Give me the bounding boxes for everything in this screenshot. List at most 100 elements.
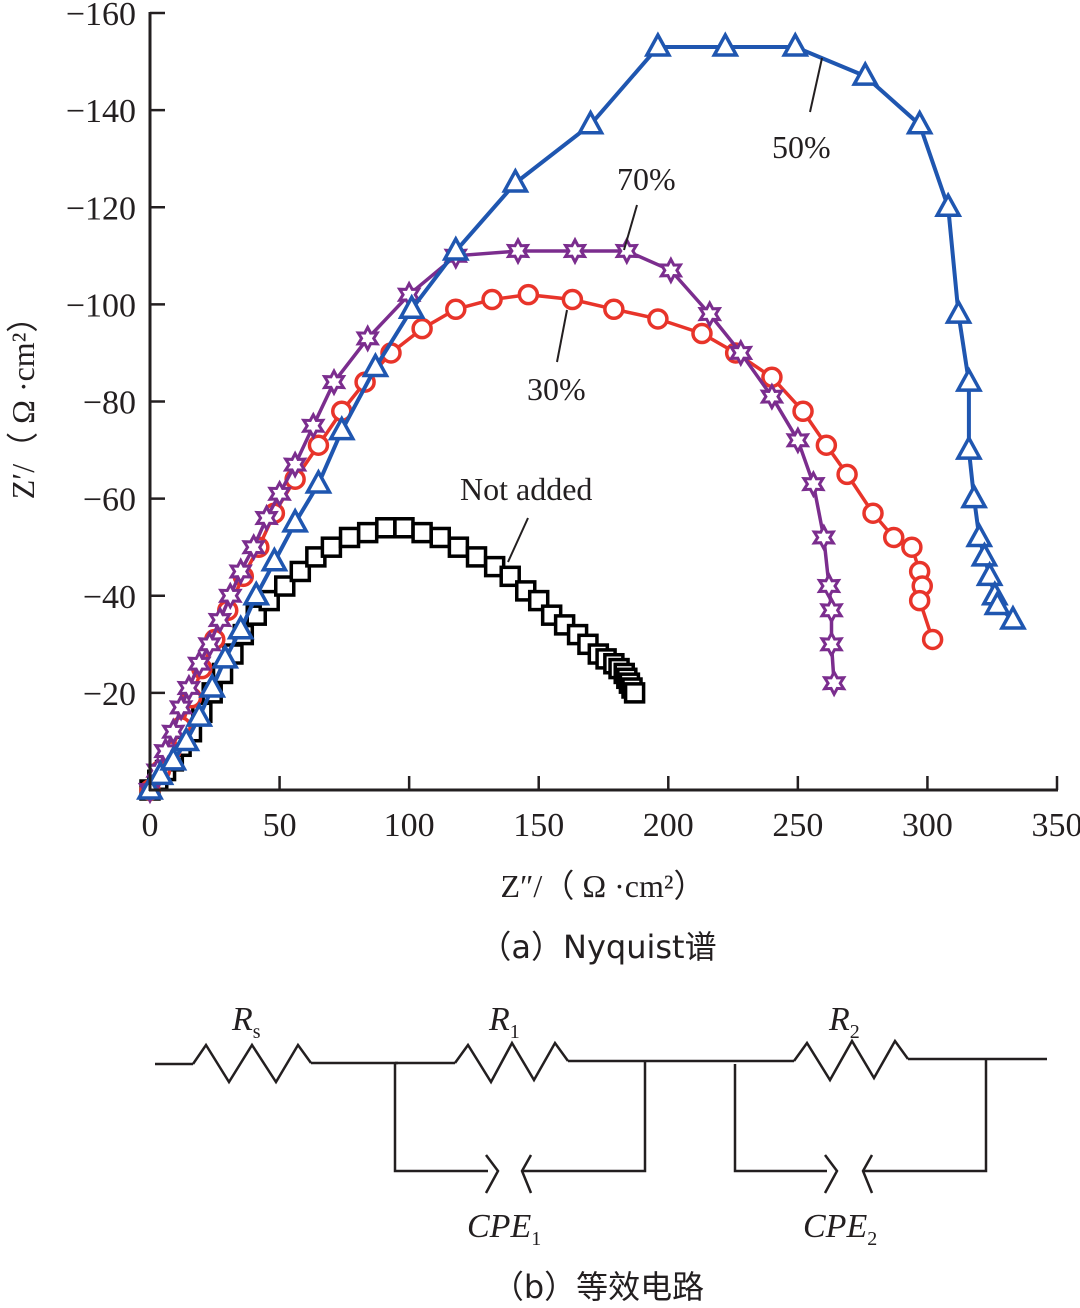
x-tick-label: 350 xyxy=(1032,807,1080,844)
data-point xyxy=(998,604,1027,630)
cpe1-icon-left xyxy=(484,1154,500,1194)
data-point xyxy=(441,235,470,261)
y-tick-label: −100 xyxy=(66,287,136,324)
data-point xyxy=(836,463,858,486)
data-point xyxy=(197,630,222,659)
data-point xyxy=(228,557,253,586)
data-point xyxy=(168,693,194,722)
y-tick-label: −20 xyxy=(83,676,136,713)
data-point xyxy=(445,298,467,320)
leader-line-70 xyxy=(623,204,638,251)
ticks-layer: 0 50 100 150 200 250 300 350 −160 −140 −120 −100 −80… xyxy=(66,0,1080,844)
data-point xyxy=(851,60,880,86)
data-point xyxy=(614,236,640,266)
data-point xyxy=(603,298,625,320)
data-point xyxy=(207,605,233,635)
data-point xyxy=(481,288,503,311)
data-point xyxy=(411,317,433,340)
data-point xyxy=(198,672,227,698)
leader-line-30 xyxy=(556,309,568,363)
series-70- xyxy=(137,236,847,805)
data-point xyxy=(447,536,470,558)
cpe1-icon-right xyxy=(520,1154,533,1194)
data-point xyxy=(320,536,343,558)
data-point xyxy=(375,517,397,539)
data-point xyxy=(623,682,646,704)
chart-caption: （a）Nyquist谱 xyxy=(479,928,716,966)
data-point xyxy=(697,299,723,329)
data-point xyxy=(397,293,426,319)
data-point xyxy=(393,517,415,539)
data-point xyxy=(983,589,1012,616)
label-r1: R1 xyxy=(488,1001,520,1043)
data-point xyxy=(338,526,361,549)
data-point xyxy=(819,596,844,625)
data-point xyxy=(281,507,310,533)
data-point xyxy=(819,630,844,659)
data-point xyxy=(465,546,488,568)
data-point xyxy=(960,482,989,509)
wire-cpe2-loop-left xyxy=(733,1064,827,1173)
wire-cpe2-loop-right xyxy=(863,1059,988,1173)
y-tick-label: −60 xyxy=(83,482,136,519)
data-point xyxy=(921,628,944,651)
series-line xyxy=(148,249,836,791)
data-point xyxy=(934,191,963,217)
data-point xyxy=(561,288,584,311)
resistor-r1-icon xyxy=(453,1040,570,1085)
x-tick-label: 0 xyxy=(142,807,159,844)
data-point xyxy=(728,338,754,368)
data-point xyxy=(260,546,289,572)
data-point xyxy=(781,31,810,57)
data-point xyxy=(965,521,994,548)
data-point xyxy=(908,589,931,612)
y-tick-label: −140 xyxy=(66,93,136,130)
data-point xyxy=(160,717,186,746)
cpe2-icon-right xyxy=(861,1154,874,1194)
data-point xyxy=(944,298,973,324)
data-point xyxy=(411,521,433,544)
x-tick-label: 250 xyxy=(772,807,823,844)
data-point xyxy=(970,541,999,567)
y-tick-label: −40 xyxy=(83,579,136,616)
resistor-rs-icon xyxy=(191,1042,313,1085)
data-point xyxy=(816,571,842,601)
data-point xyxy=(882,526,905,549)
label-r2: R2 xyxy=(828,1001,860,1043)
annotation-30: 30% xyxy=(527,371,586,407)
data-point xyxy=(691,322,713,345)
data-point xyxy=(562,236,588,266)
data-point xyxy=(862,502,884,524)
data-point xyxy=(429,526,451,549)
equivalent-circuit xyxy=(155,1038,1047,1194)
x-tick-label: 300 xyxy=(902,807,953,844)
data-point xyxy=(759,382,785,411)
data-point xyxy=(254,503,279,533)
data-point xyxy=(267,479,292,509)
data-point xyxy=(505,236,531,266)
y-tick-label: −160 xyxy=(66,0,136,33)
data-point xyxy=(282,450,308,479)
data-point xyxy=(815,434,838,456)
data-point xyxy=(811,523,837,552)
leader-line-50 xyxy=(809,57,823,113)
annotation-50: 50% xyxy=(772,129,831,165)
data-point xyxy=(954,434,983,460)
data-point xyxy=(576,109,605,135)
label-cpe2: CPE2 xyxy=(803,1208,877,1250)
data-point xyxy=(658,256,684,285)
label-rs: Rs xyxy=(231,1001,261,1043)
series-layer xyxy=(136,31,1027,805)
y-tick-label: −80 xyxy=(83,385,136,422)
data-point xyxy=(176,673,202,703)
data-point xyxy=(185,701,214,727)
data-point xyxy=(643,31,672,57)
data-point xyxy=(211,643,240,669)
data-point xyxy=(146,759,175,786)
data-point xyxy=(785,426,811,455)
data-point xyxy=(242,580,271,606)
data-point xyxy=(499,565,521,588)
leader-line-not-added xyxy=(507,517,529,563)
data-point xyxy=(975,560,1004,587)
